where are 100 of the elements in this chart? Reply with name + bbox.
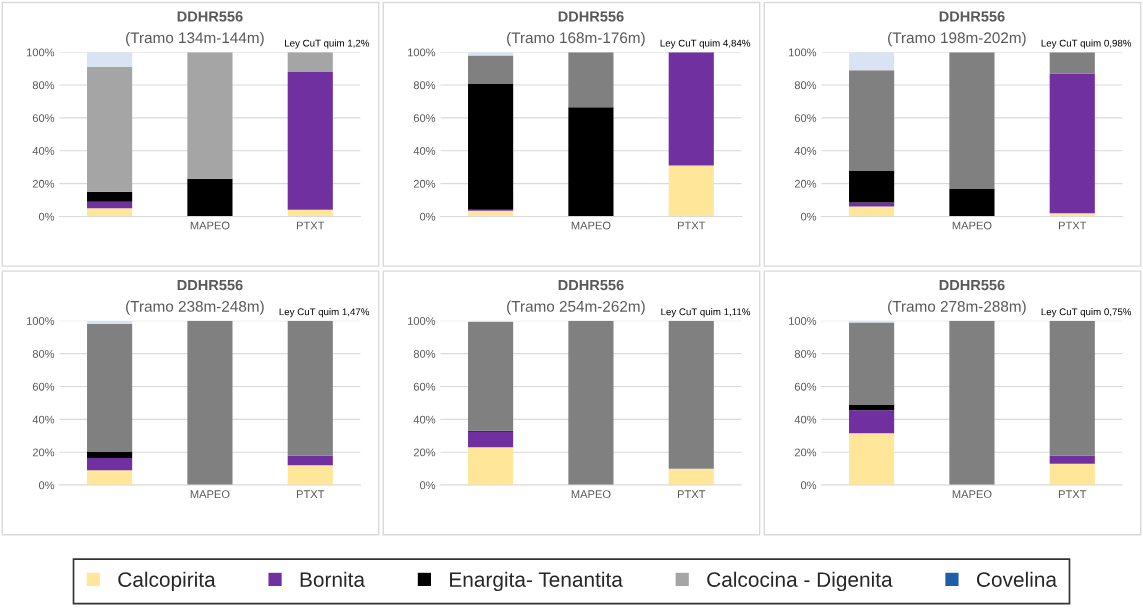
bar bbox=[468, 447, 514, 486]
x-tick-label: PTXT bbox=[296, 490, 325, 498]
bar bbox=[87, 470, 133, 486]
bar bbox=[287, 209, 333, 217]
x-tick-label: PTXT bbox=[677, 490, 706, 498]
x-tick-label: MAPEO bbox=[190, 221, 230, 230]
legend-label: Calcopirita bbox=[118, 571, 216, 592]
text: Ley CuT quim 0,75% bbox=[1041, 308, 1132, 318]
y-tick-label: 100% bbox=[408, 48, 436, 57]
x-tick-label: PTXT bbox=[1058, 221, 1087, 230]
y-tick-label: 100% bbox=[27, 317, 55, 325]
chart-title: DDHR556 bbox=[177, 279, 243, 291]
y-tick-label: 40% bbox=[794, 415, 817, 424]
x-tick-label: MAPEO bbox=[571, 221, 611, 230]
y-tick-label: 0% bbox=[419, 481, 436, 490]
bar bbox=[668, 468, 714, 486]
bar bbox=[849, 202, 895, 207]
chart-title: DDHR556 bbox=[558, 11, 624, 22]
bar bbox=[849, 410, 895, 434]
y-tick-label: 60% bbox=[413, 114, 436, 123]
bar bbox=[287, 320, 333, 456]
bar bbox=[87, 451, 133, 458]
chart-subtitle: (Tramo 134m-144m) bbox=[126, 31, 264, 47]
text: Ley CuT quim 4,84% bbox=[660, 39, 751, 49]
bar bbox=[187, 178, 233, 217]
bar bbox=[849, 433, 895, 486]
y-tick-label: 60% bbox=[413, 382, 436, 391]
chart-title: DDHR556 bbox=[939, 279, 1005, 291]
y-tick-label: 20% bbox=[413, 179, 436, 188]
y-tick-label: 80% bbox=[32, 81, 55, 90]
bar bbox=[849, 70, 895, 171]
bar bbox=[468, 321, 514, 431]
text: Ley CuT quim 1,11% bbox=[661, 308, 751, 318]
bar bbox=[949, 52, 995, 189]
y-tick-label: 60% bbox=[794, 114, 817, 123]
x-tick-label: PTXT bbox=[296, 221, 325, 230]
bar bbox=[1049, 73, 1095, 214]
x-tick-label: MAPEO bbox=[952, 490, 992, 499]
y-tick-label: 40% bbox=[413, 415, 436, 424]
y-tick-label: 0% bbox=[38, 212, 55, 221]
bar bbox=[1049, 320, 1095, 456]
bar bbox=[287, 52, 333, 72]
x-tick-label: PTXT bbox=[677, 221, 706, 230]
bar bbox=[287, 71, 333, 210]
y-tick-label: 80% bbox=[413, 81, 436, 90]
x-tick-label: PTXT bbox=[1058, 490, 1087, 498]
y-tick-label: 100% bbox=[789, 48, 817, 57]
text: Ley CuT quim 1,2% bbox=[285, 39, 370, 49]
chart-title: DDHR556 bbox=[558, 279, 624, 291]
y-tick-label: 40% bbox=[413, 147, 436, 155]
y-tick-label: 20% bbox=[32, 179, 55, 188]
y-tick-label: 80% bbox=[794, 81, 817, 90]
y-tick-label: 40% bbox=[32, 415, 55, 424]
bar bbox=[849, 52, 895, 71]
x-tick-label: MAPEO bbox=[571, 490, 611, 499]
bar bbox=[849, 170, 895, 203]
bar bbox=[668, 320, 714, 469]
y-tick-label: 0% bbox=[800, 481, 817, 490]
bar bbox=[568, 52, 614, 108]
y-tick-label: 100% bbox=[789, 317, 817, 325]
y-tick-label: 40% bbox=[794, 147, 817, 155]
bar bbox=[87, 66, 133, 192]
legend-label: Enargita- Tenantita bbox=[450, 571, 623, 592]
bar bbox=[568, 320, 614, 486]
text: Ley CuT quim 0,98% bbox=[1041, 39, 1132, 49]
chart-title: DDHR556 bbox=[939, 11, 1005, 22]
y-tick-label: 100% bbox=[27, 48, 55, 57]
y-tick-label: 20% bbox=[794, 179, 817, 188]
bar bbox=[87, 324, 133, 452]
x-tick-label: MAPEO bbox=[952, 221, 992, 230]
bar bbox=[1049, 455, 1095, 464]
chart-subtitle: (Tramo 254m-262m) bbox=[507, 300, 645, 315]
x-tick-label: MAPEO bbox=[190, 490, 230, 499]
bar bbox=[187, 52, 233, 179]
y-tick-label: 60% bbox=[32, 382, 55, 391]
bar bbox=[87, 191, 133, 202]
legend-label: Bornita bbox=[300, 571, 366, 587]
text: Ley CuT quim 1,47% bbox=[279, 308, 370, 318]
bar bbox=[87, 201, 133, 209]
y-tick-label: 20% bbox=[794, 448, 817, 457]
chart-subtitle: (Tramo 278m-288m) bbox=[888, 300, 1026, 315]
bar bbox=[668, 52, 714, 166]
bar bbox=[187, 320, 233, 486]
bar bbox=[1049, 463, 1095, 486]
bar bbox=[87, 208, 133, 217]
legend-label: Calcocina - Digenita bbox=[707, 571, 893, 592]
y-tick-label: 100% bbox=[408, 317, 436, 325]
bar bbox=[87, 320, 133, 325]
y-tick-label: 80% bbox=[413, 349, 436, 358]
bar bbox=[87, 457, 133, 471]
bar bbox=[1049, 213, 1095, 217]
bar bbox=[849, 322, 895, 405]
bar bbox=[1049, 52, 1095, 74]
chart-subtitle: (Tramo 168m-176m) bbox=[507, 31, 645, 47]
y-tick-label: 60% bbox=[32, 114, 55, 123]
bar bbox=[949, 320, 995, 486]
y-tick-label: 20% bbox=[32, 448, 55, 457]
bar bbox=[668, 165, 714, 217]
chart-title: DDHR556 bbox=[177, 11, 243, 22]
bar bbox=[468, 55, 514, 84]
